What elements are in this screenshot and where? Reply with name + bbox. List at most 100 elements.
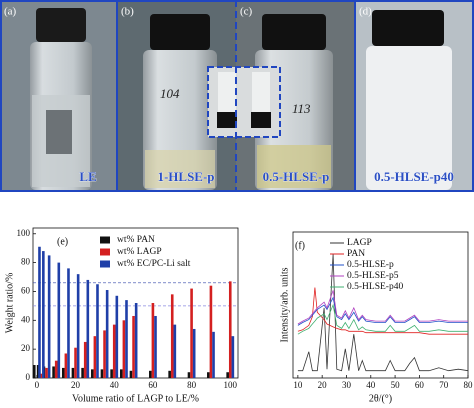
x-tick-label: 100 (224, 380, 238, 390)
bar (207, 372, 210, 378)
vial-label (46, 110, 72, 154)
legend-label: wt% EC/PC-Li salt (117, 259, 191, 269)
y-axis-label: Weight ratio/% (4, 273, 15, 334)
bar (170, 294, 174, 378)
x-tick-label: 60 (148, 380, 158, 390)
bar (81, 367, 84, 378)
bar (168, 370, 171, 378)
bar (42, 251, 45, 378)
panel-tag: (a) (4, 6, 17, 18)
bar (154, 315, 157, 378)
inset-cap (217, 112, 237, 128)
x-tick-label: 20 (71, 380, 81, 390)
legend-label: 0.5-HLSE-p (347, 260, 394, 270)
x-tick-label: 40 (110, 380, 120, 390)
vial-cap (36, 8, 86, 42)
y-tick-label: 60 (21, 286, 31, 296)
bar (86, 279, 90, 378)
legend-swatch (100, 248, 110, 256)
vial-cap (372, 10, 444, 46)
plot-frame (292, 231, 469, 379)
x-tick-label: 60 (415, 380, 425, 390)
vial-mark: 113 (292, 101, 311, 116)
vial-body (366, 46, 452, 190)
bar (132, 315, 135, 378)
bar (45, 367, 48, 378)
x-tick-label: 0 (35, 380, 40, 390)
bar (212, 331, 215, 378)
panel-label: 1-HLSE-p (157, 169, 214, 184)
panel-label: 0.5-HLSE-p (263, 169, 330, 184)
bar (122, 320, 126, 378)
panel-tag: (f) (295, 240, 305, 251)
panel-tag: (d) (359, 6, 372, 18)
bar (190, 288, 193, 378)
bar (187, 372, 191, 378)
bar (93, 336, 97, 378)
y-tick-label: 40 (21, 314, 31, 324)
legend-swatch (100, 260, 110, 268)
bar (32, 365, 36, 378)
x-tick-label: 20 (318, 380, 328, 390)
x-tick-label: 30 (342, 380, 352, 390)
x-tick-label: 10 (293, 380, 303, 390)
bar (38, 246, 41, 378)
y-tick-label: 80 (21, 257, 31, 267)
x-tick-label: 80 (464, 380, 474, 390)
chart-e: 0 20 40 60 80 100 0 20 40 60 80 100 Volume ratio of … (4, 227, 239, 404)
bar (61, 367, 65, 378)
bar (74, 347, 77, 378)
panel-label: LE (79, 169, 96, 184)
bar (209, 285, 213, 378)
bar (76, 274, 80, 378)
bar (173, 324, 177, 378)
bar (103, 330, 106, 378)
y-tick-label: 0 (26, 372, 31, 382)
photos: 104 113 (a) (b) (c) (d) LE 1-HLSE-p 0.5-… (0, 0, 474, 192)
inset-vial (218, 72, 236, 116)
bar (192, 328, 196, 378)
bar (100, 369, 104, 378)
series-line (297, 303, 468, 335)
bar (52, 366, 55, 378)
panel-tag: (c) (240, 6, 253, 18)
bar (47, 255, 51, 378)
bar (112, 324, 116, 378)
legend-label: wt% LAGP (117, 247, 162, 257)
legend-swatch (100, 236, 110, 244)
y-axis-label: Intensity/arb. units (279, 267, 290, 342)
bar (151, 303, 155, 378)
x-tick-label: 40 (366, 380, 376, 390)
bar (96, 284, 99, 378)
bar (90, 369, 94, 378)
bar (231, 336, 235, 378)
x-axis-label: 2θ/(°) (369, 393, 392, 404)
vial-liquid (145, 150, 215, 188)
bar (67, 268, 70, 378)
bar (83, 341, 87, 378)
y-tick-label: 100 (17, 228, 31, 238)
chart-f: 10 20 30 40 50 60 70 80 2θ/(°) Intensity/arb. uni… (279, 231, 474, 404)
inset-cap (251, 112, 271, 128)
bar (134, 303, 138, 378)
bar (129, 370, 133, 378)
bar (110, 369, 113, 378)
legend-label: 0.5-HLSE-p40 (347, 282, 403, 292)
legend-label: wt% PAN (117, 235, 155, 245)
panel-tag: (e) (57, 236, 68, 247)
bar (57, 262, 61, 378)
bar (115, 295, 119, 378)
vial-cap (262, 14, 326, 50)
panel-tag: (b) (121, 6, 134, 18)
series-line (297, 296, 468, 326)
series-line (297, 253, 469, 372)
legend-label: LAGP (347, 238, 372, 248)
series-line (297, 290, 468, 325)
bar (64, 353, 68, 378)
bar (228, 281, 232, 378)
legend-label: 0.5-HLSE-p5 (347, 271, 399, 281)
x-tick-label: 50 (391, 380, 401, 390)
vial-cap (150, 14, 210, 50)
